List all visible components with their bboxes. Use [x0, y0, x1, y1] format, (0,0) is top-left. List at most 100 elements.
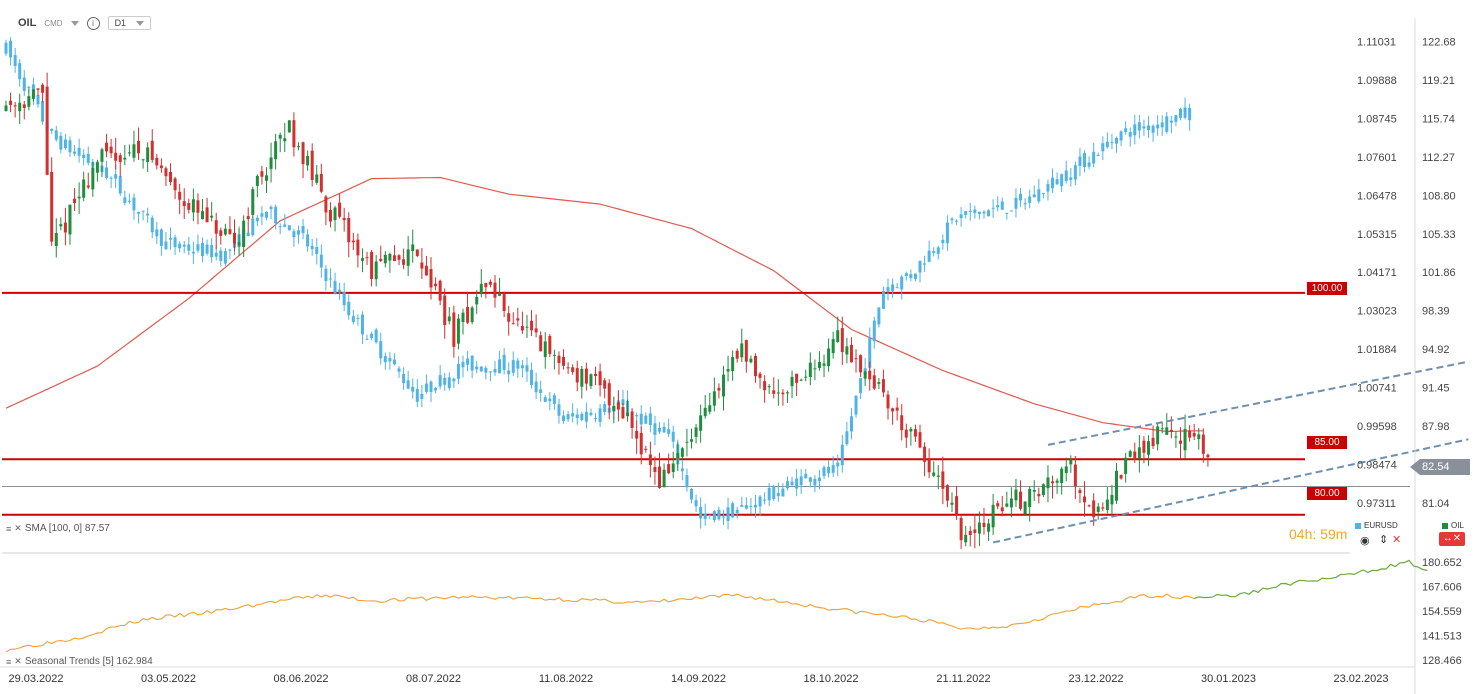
oil-candle-body: [214, 220, 218, 234]
delete-button[interactable]: ↔✕: [1439, 532, 1465, 546]
eurusd-candle-body: [594, 418, 598, 420]
oil-candle-body: [772, 390, 776, 394]
eurusd-candle-body: [374, 329, 378, 343]
oil-candle-body: [849, 344, 853, 363]
eurusd-candle-body: [699, 506, 703, 519]
eurusd-candle-body: [886, 287, 890, 292]
oil-candle-body: [799, 379, 803, 381]
eurusd-candle-body: [1087, 162, 1091, 167]
eurusd-candle-body: [292, 231, 296, 238]
oil-candle-body: [1064, 466, 1068, 474]
oil-candle-body: [1041, 484, 1045, 496]
close-icon[interactable]: ✕: [1392, 534, 1402, 546]
eurusd-candle-body: [859, 378, 863, 394]
oil-candle-body: [680, 448, 684, 457]
eurusd-candle-body: [804, 473, 808, 479]
oil-candle-body: [900, 415, 904, 431]
oil-candle-body: [982, 522, 986, 527]
settings-icon[interactable]: ≡: [6, 523, 12, 534]
oil-candle-body: [813, 368, 817, 370]
oil-candle-body: [306, 155, 310, 166]
oil-candle-body: [191, 199, 195, 213]
oil-candle-body: [173, 178, 177, 191]
oil-candle-body: [1096, 506, 1100, 512]
eurusd-candle-body: [9, 40, 13, 58]
oil-candle-body: [31, 89, 35, 99]
oil-candle-body: [182, 201, 186, 207]
eurusd-candle-body: [127, 200, 131, 202]
eurusd-candle-body: [146, 213, 150, 216]
legend-oil[interactable]: OIL: [1442, 521, 1464, 530]
eurusd-candle-body: [913, 273, 917, 279]
oil-candle-body: [164, 168, 168, 177]
eurusd-candle-body: [708, 514, 712, 516]
time-axis-tick: 23.12.2022: [1068, 673, 1123, 685]
symbol-label[interactable]: OIL: [18, 17, 37, 29]
channel-lower-line: [992, 438, 1469, 544]
oil-candle-body: [1188, 430, 1192, 438]
level-label-85: 85.00: [1307, 436, 1347, 449]
sort-icon[interactable]: ⇕: [1379, 534, 1389, 546]
oil-candle-body: [1028, 488, 1032, 508]
close-icon[interactable]: ✕: [14, 523, 22, 533]
oil-axis-tick: 115.74: [1422, 113, 1455, 125]
oil-candle-body: [1051, 481, 1055, 484]
oil-candle-body: [434, 283, 438, 287]
legend-eurusd[interactable]: EURUSD: [1355, 521, 1398, 530]
eurusd-candle-body: [1055, 179, 1059, 185]
oil-candle-body: [388, 253, 392, 261]
oil-candle-body: [753, 356, 757, 377]
oil-candle-body: [621, 407, 625, 419]
timeframe-select[interactable]: D1: [107, 16, 152, 30]
settings-icon[interactable]: ≡: [6, 656, 12, 667]
oil-swatch: [1442, 522, 1448, 529]
oil-candle-body: [712, 391, 716, 406]
oil-candle-body: [571, 367, 575, 372]
oil-candle-body: [630, 411, 634, 428]
oil-candle-body: [452, 312, 456, 347]
eurusd-candle-body: [987, 210, 991, 217]
eurusd-candle-body: [443, 377, 447, 385]
oil-candle-body: [1046, 477, 1050, 489]
eurusd-candle-body: [877, 307, 881, 325]
oil-candle-body: [1101, 507, 1105, 509]
eurusd-candle-body: [539, 389, 543, 393]
close-icon[interactable]: ✕: [14, 656, 22, 666]
eurusd-candle-body: [82, 154, 86, 159]
oil-candle-body: [881, 379, 885, 393]
oil-candle-body: [694, 427, 698, 437]
oil-candle-body: [827, 348, 831, 367]
oil-candle-body: [493, 282, 497, 298]
eurusd-candle-body: [795, 478, 799, 489]
oil-candle-body: [703, 407, 707, 417]
eye-icon[interactable]: ◉: [1360, 535, 1370, 547]
eurusd-candle-body: [155, 229, 159, 237]
oil-candle-body: [479, 283, 483, 294]
chevron-down-icon[interactable]: [70, 20, 79, 26]
eurusd-candle-body: [881, 290, 885, 309]
eurusd-candle-body: [420, 393, 424, 399]
oil-candle-body: [429, 268, 433, 288]
oil-candle-body: [626, 412, 630, 417]
oil-candle-body: [927, 458, 931, 473]
oil-candle-body: [114, 152, 118, 161]
oil-candle-body: [502, 293, 506, 312]
eurusd-candle-body: [319, 254, 323, 268]
eurusd-candle-body: [516, 360, 520, 369]
info-icon[interactable]: i: [86, 16, 100, 30]
oil-candle-body: [690, 439, 693, 442]
eurusd-candle-body: [534, 381, 538, 393]
eurusd-candle-body: [690, 488, 693, 500]
eurusd-candle-body: [210, 245, 214, 258]
oil-candle-body: [150, 140, 154, 160]
oil-candle-body: [598, 371, 602, 386]
seasonal-axis-tick: 154.559: [1422, 606, 1462, 618]
oil-candle-body: [1023, 501, 1027, 515]
oil-candle-body: [1009, 498, 1013, 508]
eurusd-candle-body: [1032, 194, 1036, 198]
oil-candle-body: [63, 222, 67, 233]
eurusd-candle-body: [507, 370, 511, 375]
time-axis-tick: 30.01.2023: [1201, 673, 1256, 685]
oil-candle-body: [685, 441, 689, 443]
